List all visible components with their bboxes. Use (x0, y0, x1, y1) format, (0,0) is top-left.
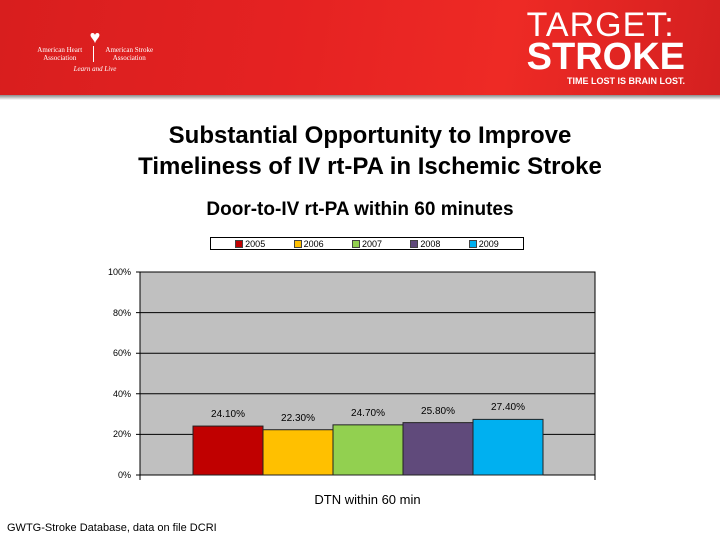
data-label: 24.70% (351, 407, 385, 419)
legend-swatch (410, 239, 419, 248)
data-label: 27.40% (491, 402, 525, 414)
y-tick-label: 100% (107, 267, 131, 277)
bar-2009 (472, 418, 544, 476)
legend-item: 2005 (235, 239, 265, 249)
legend-item: 2009 (468, 238, 499, 249)
brand-line1: TARGET: (526, 6, 675, 44)
y-tick-label: 0% (117, 470, 131, 480)
aha-left-name: American Heart Association (37, 46, 83, 62)
legend-item: 2006 (293, 238, 324, 249)
legend-label: 2006 (303, 238, 324, 249)
slide-title: Substantial Opportunity to Improve Timel… (0, 120, 720, 182)
legend-item: 2007 (351, 238, 382, 249)
chart-legend: 2005 2006 2007 2008 2009 (210, 237, 524, 250)
data-label: 24.10% (211, 409, 245, 421)
aha-tagline: Learn and Live (73, 65, 117, 73)
x-axis-label: DTN within 60 min (314, 492, 421, 507)
aha-logo: ♥ American Heart Association American St… (30, 28, 160, 73)
brand-line2: STROKE (526, 36, 685, 78)
y-tick-label: 80% (112, 307, 131, 318)
brand-tagline: TIME LOST IS BRAIN LOST. (566, 76, 685, 86)
footer-source: GWTG-Stroke Database, data on file DCRI (7, 522, 217, 534)
title-line1: Substantial Opportunity to Improve (168, 122, 572, 149)
legend-swatch (235, 239, 244, 248)
legend-swatch (293, 239, 302, 248)
legend-label: 2007 (361, 238, 382, 249)
y-tick-label: 60% (112, 348, 131, 359)
heart-torch-icon: ♥ (89, 27, 101, 47)
header-divider (0, 95, 720, 100)
legend-item: 2008 (410, 239, 440, 249)
legend-label: 2009 (478, 238, 499, 249)
bar-2008 (402, 422, 474, 476)
bar-2007 (332, 424, 404, 476)
y-tick-label: 20% (112, 429, 131, 440)
data-label: 22.30% (281, 412, 315, 424)
target-stroke-logo: TARGET: STROKE TIME LOST IS BRAIN LOST. (526, 6, 685, 86)
legend-swatch (468, 239, 477, 248)
header-banner: ♥ American Heart Association American St… (0, 0, 720, 95)
data-label: 25.80% (421, 405, 455, 417)
y-tick-label: 40% (112, 388, 131, 399)
bar-2006 (262, 429, 334, 476)
chart-title: Door-to-IV rt-PA within 60 minutes (206, 199, 514, 220)
aha-right-name: American Stroke Association (105, 46, 154, 62)
title-line2: Timeliness of IV rt-PA in Ischemic Strok… (138, 153, 602, 180)
bar-2005 (192, 425, 264, 476)
legend-label: 2008 (420, 238, 441, 249)
legend-label: 2005 (245, 238, 266, 249)
legend-swatch (351, 239, 360, 248)
